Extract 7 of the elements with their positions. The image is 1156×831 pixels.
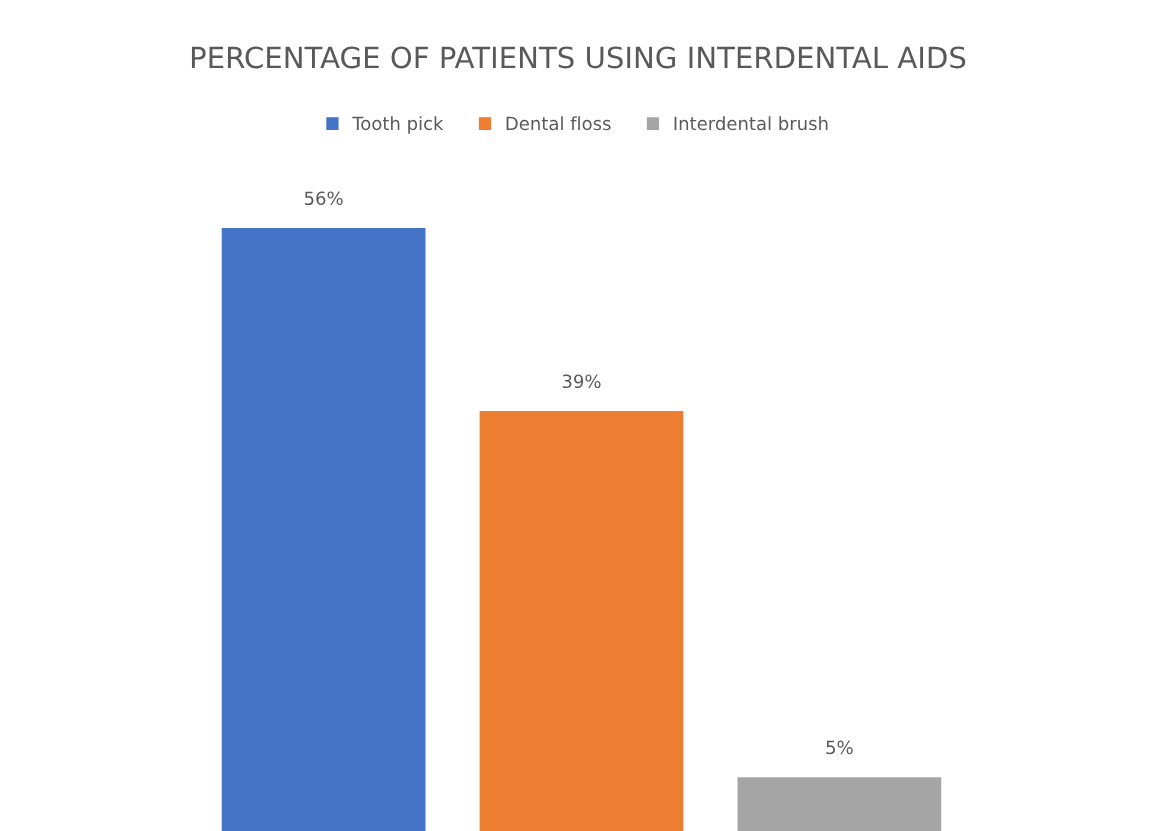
data-label: 5% xyxy=(826,740,853,755)
legend-label: Dental floss xyxy=(506,116,611,131)
chart-title: PERCENTAGE OF PATIENTS USING INTERDENTAL AIDS xyxy=(191,46,966,69)
data-label: 56% xyxy=(304,191,343,206)
legend-label: Tooth pick xyxy=(352,116,444,134)
legend-label: Interdental brush xyxy=(674,116,828,131)
data-label: 39% xyxy=(562,374,601,389)
